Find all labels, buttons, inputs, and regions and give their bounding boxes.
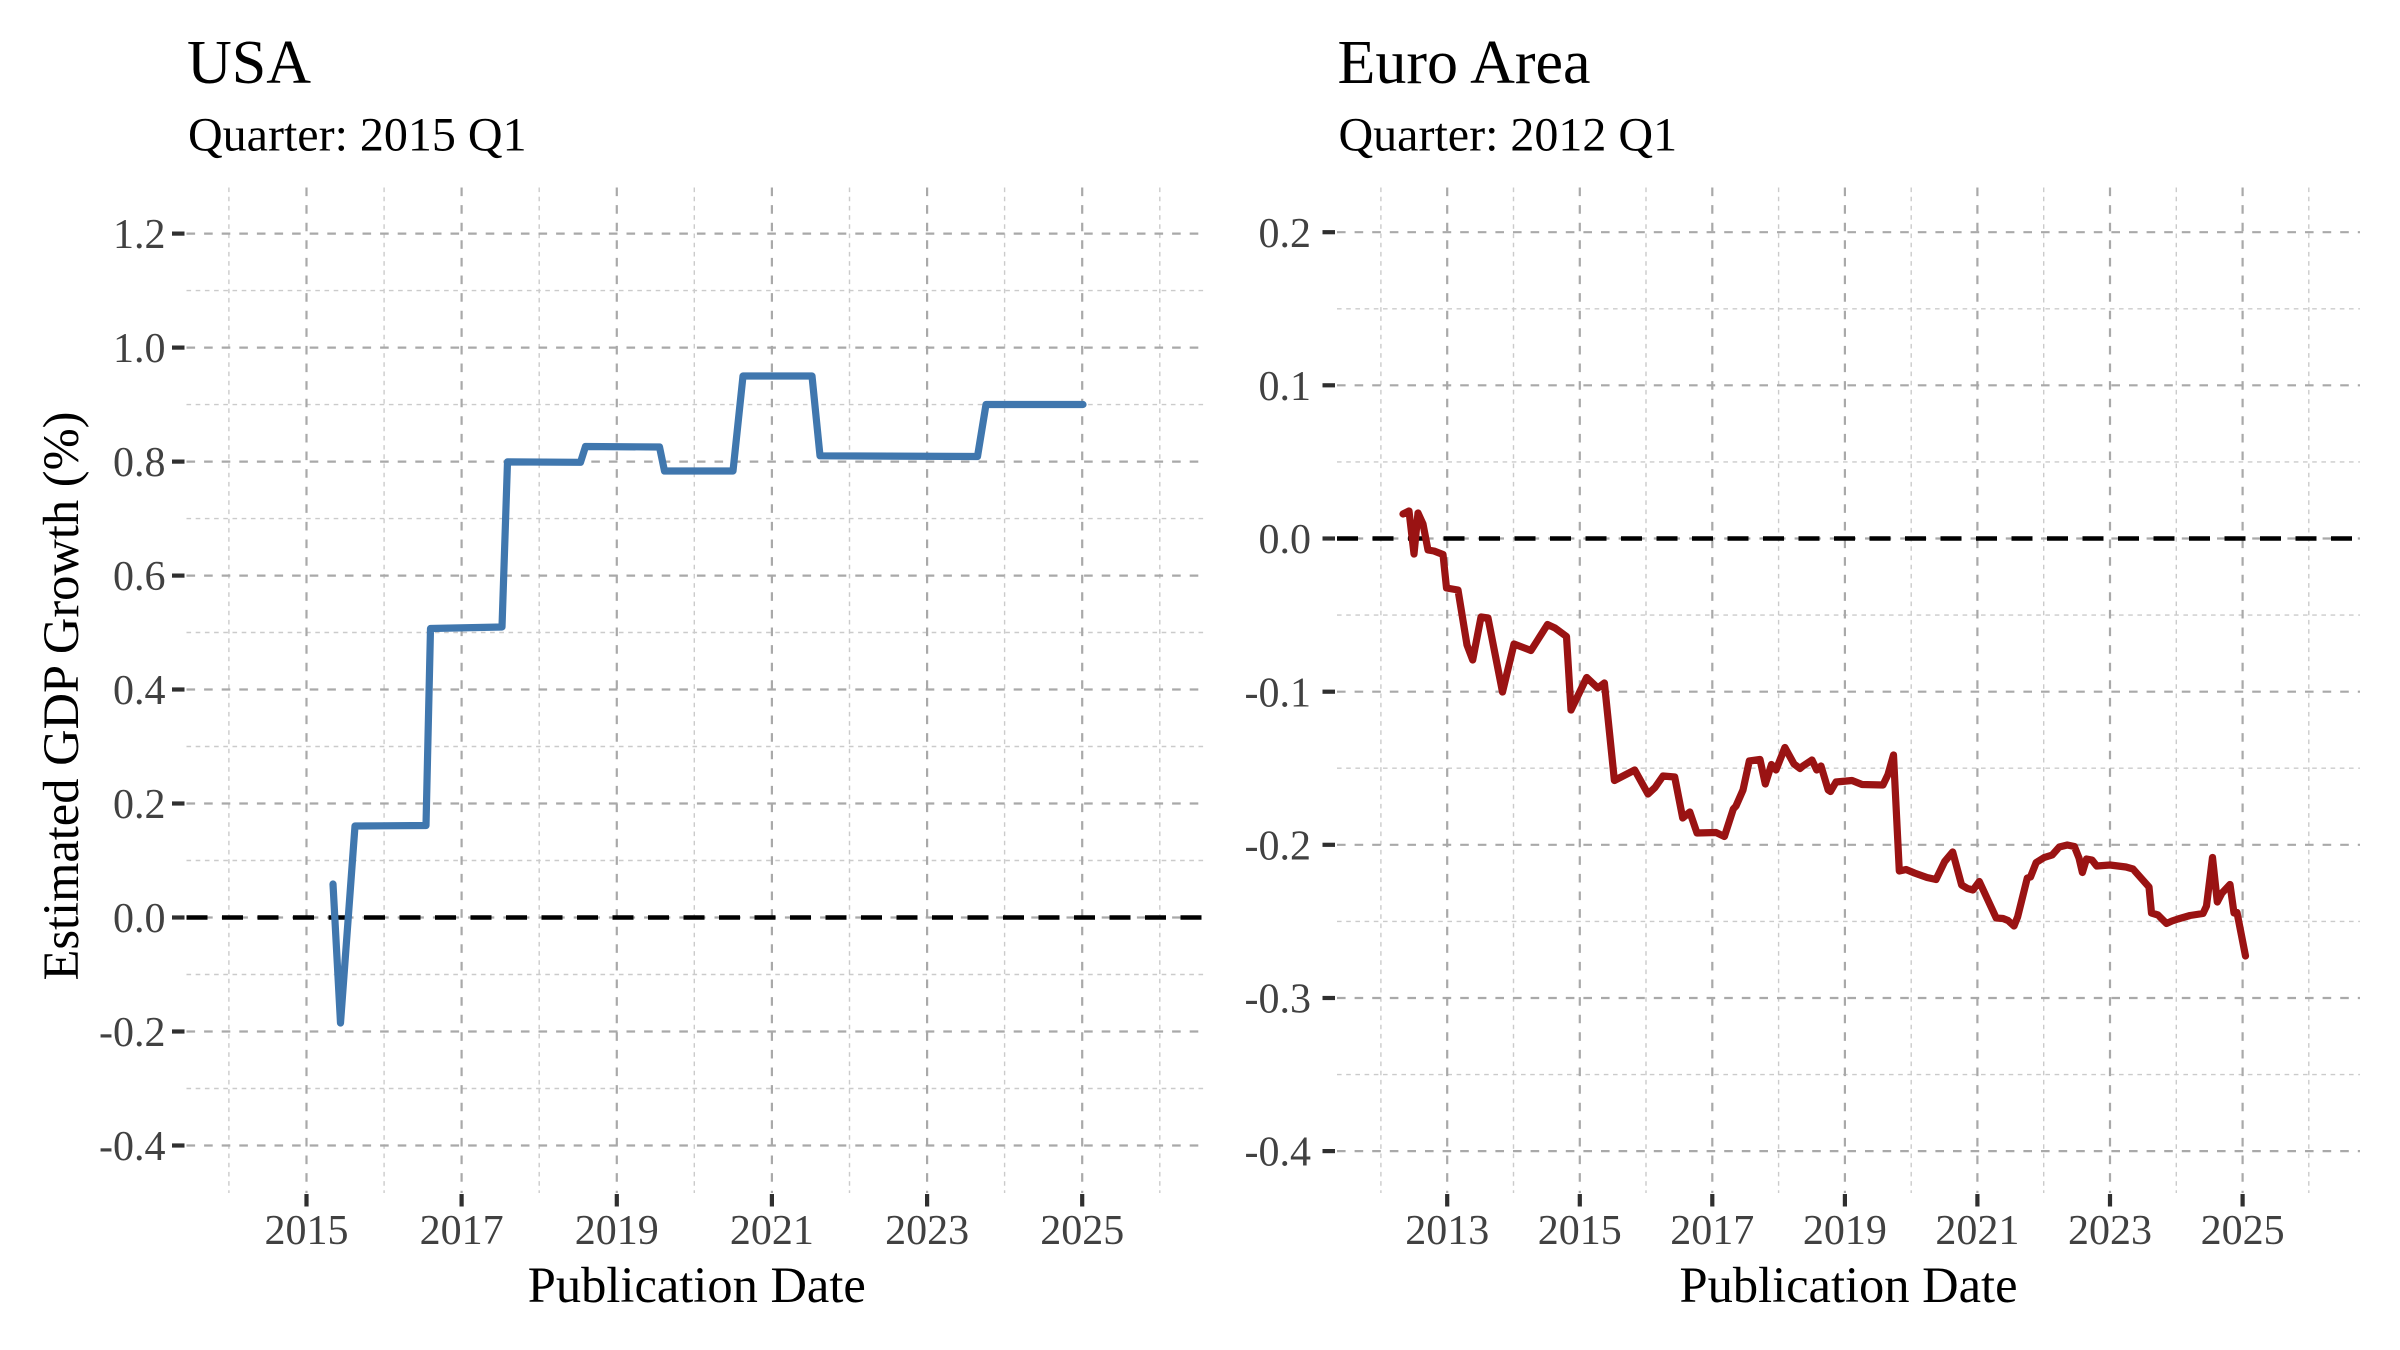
svg-text:Publication Date: Publication Date	[1680, 1257, 2018, 1313]
svg-text:0.8: 0.8	[113, 440, 166, 486]
svg-text:1.2: 1.2	[113, 212, 166, 258]
svg-text:0.2: 0.2	[1259, 211, 1312, 257]
svg-text:Euro Area: Euro Area	[1338, 29, 1591, 97]
svg-text:0.1: 0.1	[1259, 364, 1312, 410]
svg-text:2019: 2019	[1803, 1208, 1887, 1254]
svg-text:Quarter: 2012 Q1: Quarter: 2012 Q1	[1339, 109, 1678, 162]
svg-text:-0.3: -0.3	[1245, 977, 1312, 1023]
svg-text:0.4: 0.4	[113, 668, 166, 714]
svg-text:0.0: 0.0	[1259, 517, 1312, 563]
svg-text:2021: 2021	[730, 1208, 814, 1254]
svg-text:-0.2: -0.2	[99, 1010, 166, 1056]
svg-text:1.0: 1.0	[113, 326, 166, 372]
svg-text:2015: 2015	[265, 1208, 349, 1254]
svg-text:2015: 2015	[1538, 1208, 1622, 1254]
svg-text:0.0: 0.0	[113, 896, 166, 942]
svg-text:2019: 2019	[575, 1208, 659, 1254]
svg-text:-0.1: -0.1	[1245, 670, 1312, 716]
svg-text:2017: 2017	[420, 1208, 504, 1254]
svg-text:0.2: 0.2	[113, 782, 166, 828]
svg-text:-0.4: -0.4	[1245, 1130, 1312, 1176]
svg-text:2023: 2023	[2068, 1208, 2152, 1254]
svg-text:2025: 2025	[1040, 1208, 1124, 1254]
svg-text:Quarter: 2015 Q1: Quarter: 2015 Q1	[188, 109, 527, 162]
svg-text:-0.2: -0.2	[1245, 823, 1312, 869]
svg-text:USA: USA	[187, 29, 311, 97]
svg-text:2025: 2025	[2201, 1208, 2285, 1254]
svg-text:Estimated GDP Growth (%): Estimated GDP Growth (%)	[33, 412, 89, 981]
svg-text:2021: 2021	[1935, 1208, 2019, 1254]
svg-text:2013: 2013	[1405, 1208, 1489, 1254]
svg-text:2017: 2017	[1670, 1208, 1754, 1254]
svg-text:2023: 2023	[885, 1208, 969, 1254]
svg-text:0.6: 0.6	[113, 554, 166, 600]
svg-text:-0.4: -0.4	[99, 1124, 166, 1170]
svg-text:Publication Date: Publication Date	[528, 1257, 866, 1313]
